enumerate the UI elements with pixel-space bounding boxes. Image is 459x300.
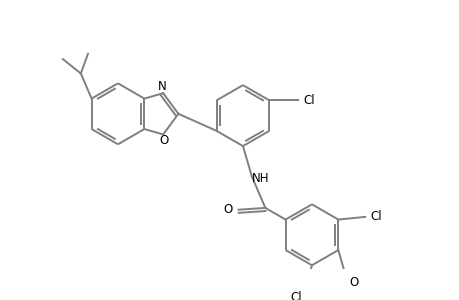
Text: N: N bbox=[157, 80, 166, 93]
Text: O: O bbox=[349, 276, 358, 289]
Text: Cl: Cl bbox=[302, 94, 314, 107]
Text: O: O bbox=[223, 203, 232, 216]
Text: Cl: Cl bbox=[289, 291, 301, 300]
Text: O: O bbox=[159, 134, 168, 147]
Text: NH: NH bbox=[252, 172, 269, 185]
Text: Cl: Cl bbox=[369, 210, 381, 224]
